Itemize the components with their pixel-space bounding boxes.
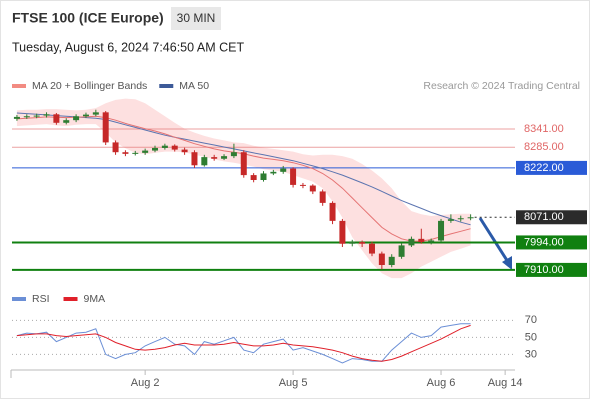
candle-body [230, 152, 237, 157]
legend-swatch [12, 84, 26, 88]
candle-body [250, 175, 257, 180]
candle-body [349, 242, 356, 244]
legend-label: RSI [32, 293, 50, 305]
candle-body [467, 217, 474, 219]
level-box [516, 160, 587, 175]
x-tick-label: Aug 14 [488, 377, 523, 389]
level-label: 8071.00 [524, 211, 564, 223]
candle-body [122, 152, 129, 154]
level-box [516, 210, 587, 225]
candle-body [290, 168, 297, 185]
level-label: 7994.00 [524, 236, 564, 248]
y-tick-label: 30 [525, 348, 537, 360]
credit: Research © 2024 Trading Central [423, 80, 580, 92]
candle-body [240, 152, 247, 176]
candle-body [408, 238, 415, 246]
y-tick-label: 50 [525, 331, 537, 343]
candle-body [319, 191, 326, 203]
candle-body [82, 114, 89, 117]
forecast-arrow [478, 217, 510, 263]
x-tick-label: Aug 2 [131, 377, 160, 389]
candle-body [339, 220, 346, 244]
candle-body [447, 219, 454, 221]
candle-body [299, 184, 306, 186]
candle-body [368, 243, 375, 254]
x-tick-label: Aug 6 [427, 377, 456, 389]
candle-body [201, 157, 208, 166]
title: FTSE 100 (ICE Europe) [12, 10, 164, 26]
candle-body [457, 218, 464, 220]
candle-body [63, 120, 70, 123]
candle-body [171, 145, 178, 150]
candle-body [221, 156, 228, 159]
timeframe: 30 MIN [177, 11, 216, 25]
candle-body [181, 149, 188, 153]
candle-body [142, 150, 149, 153]
level-label: 8285.00 [524, 141, 564, 153]
legend-label: MA 50 [179, 80, 209, 92]
level-box [516, 235, 587, 250]
forecast-arrowhead [502, 256, 512, 270]
candle-body [211, 157, 218, 159]
candle-body [270, 171, 277, 174]
date: Tuesday, August 6, 2024 7:46:50 AM CET [12, 40, 244, 54]
candle-body [388, 256, 395, 265]
legend-swatch [12, 297, 26, 301]
candle-body [280, 168, 287, 172]
legend-swatch [63, 297, 78, 301]
level-label: 8222.00 [524, 162, 564, 174]
candle-body [260, 173, 267, 180]
candle-body [418, 238, 425, 243]
candle-body [398, 245, 405, 257]
candle-body [112, 142, 119, 153]
candle-body [438, 220, 445, 241]
legend-label: 9MA [84, 293, 106, 305]
candle-body [378, 253, 385, 265]
rsi-line [16, 324, 471, 362]
candle-body [102, 112, 109, 143]
candle-body [161, 145, 168, 148]
y-tick-label: 70 [525, 314, 537, 326]
level-label: 7910.00 [524, 264, 564, 276]
bollinger-band [16, 98, 471, 279]
candle-body [309, 185, 316, 192]
candle-body [23, 116, 30, 118]
candle-body [33, 115, 40, 117]
x-tick-label: Aug 5 [279, 377, 308, 389]
candle-body [191, 152, 198, 166]
legend-label: MA 20 + Bollinger Bands [32, 80, 147, 92]
candle-body [428, 240, 435, 243]
level-label: 8341.00 [524, 123, 564, 135]
candle-body [43, 114, 50, 116]
candle-body [73, 116, 80, 121]
candle-body [132, 152, 139, 154]
rsi-line [16, 323, 471, 364]
candle-body [329, 202, 336, 221]
timeframe-badge [171, 7, 221, 30]
candle-body [359, 242, 366, 244]
candle-body [53, 114, 60, 123]
candle-body [92, 112, 99, 115]
legend-swatch [159, 84, 174, 88]
level-box [516, 262, 587, 277]
candle-body [152, 147, 159, 151]
candle-body [13, 116, 20, 119]
